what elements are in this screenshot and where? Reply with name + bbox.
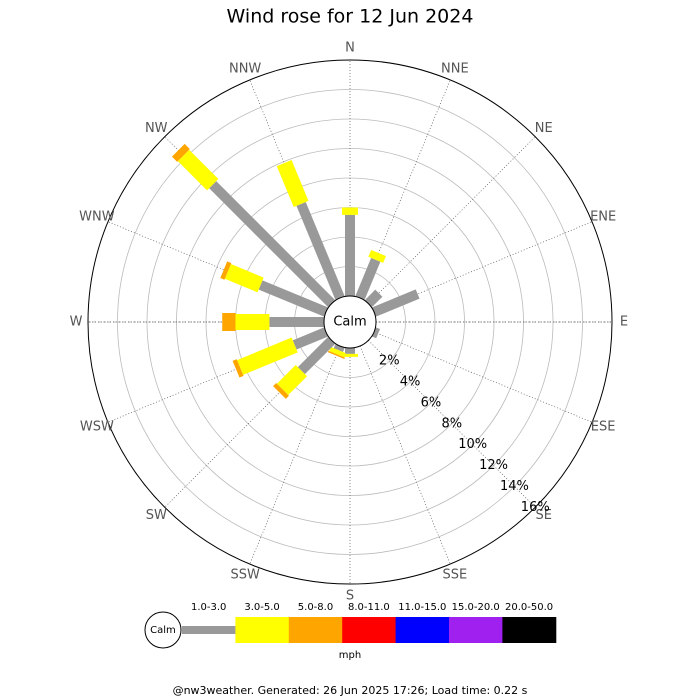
wind-segment — [372, 289, 420, 317]
ring-label: 6% — [421, 395, 442, 410]
direction-label: WNW — [79, 210, 115, 225]
wind-segment — [355, 257, 381, 300]
ring-label: 10% — [458, 437, 487, 452]
legend-swatch — [235, 617, 290, 643]
legend-calm — [144, 611, 182, 649]
wind-segment — [209, 181, 336, 308]
wind-segment — [296, 202, 345, 300]
direction-label: E — [620, 315, 628, 330]
direction-label: NNW — [229, 61, 261, 76]
wind-segment — [258, 280, 328, 317]
direction-label: SE — [536, 508, 552, 523]
wind-segment — [177, 149, 219, 191]
legend-label: 11.0-15.0 — [398, 602, 446, 613]
wind-segment — [333, 344, 345, 353]
wind-segment — [345, 348, 355, 354]
wind-segment — [237, 337, 298, 375]
footer: @nw3weather. Generated: 26 Jun 2025 17:2… — [173, 684, 528, 697]
legend-label: 5.0-8.0 — [298, 602, 333, 613]
legend-calm-label: Calm — [150, 625, 176, 636]
legend-swatch — [342, 617, 397, 643]
wind-segment — [345, 214, 355, 296]
wind-segment — [269, 317, 324, 327]
ring-label: 8% — [442, 416, 463, 431]
wind-segment — [171, 143, 190, 162]
legend-unit: mph — [339, 650, 361, 661]
direction-label: SSW — [230, 568, 260, 583]
ring-label: 12% — [479, 458, 508, 473]
legend-swatch — [449, 617, 503, 643]
grid-ring — [87, 59, 613, 585]
wind-segment — [224, 264, 264, 293]
direction-label: NE — [535, 121, 553, 136]
calm-label: Calm — [333, 315, 366, 330]
legend-swatch — [182, 626, 236, 634]
spoke — [368, 340, 536, 508]
wind-segment — [342, 207, 358, 215]
direction-label: SW — [146, 508, 167, 523]
wind-segment — [292, 327, 328, 350]
direction-label: S — [346, 589, 354, 604]
legend-swatch — [395, 617, 450, 643]
direction-label: SSE — [442, 568, 467, 583]
legend-label: 8.0-11.0 — [348, 602, 390, 613]
legend-swatch — [502, 617, 557, 643]
direction-label: ESE — [591, 419, 616, 434]
calm-circle — [323, 295, 377, 349]
wind-segment — [232, 359, 244, 378]
direction-label: NW — [145, 121, 168, 136]
direction-label: W — [70, 315, 83, 330]
direction-label: WSW — [80, 419, 114, 434]
ring-label: 16% — [521, 500, 550, 515]
spoke — [359, 345, 451, 565]
wind-segment — [368, 249, 386, 263]
spoke — [373, 331, 593, 423]
wind-segment — [329, 347, 346, 358]
chart-title: Wind rose for 12 Jun 2024 — [227, 6, 474, 28]
wind-segment — [342, 353, 358, 357]
legend-label: 20.0-50.0 — [505, 602, 553, 613]
direction-label: N — [345, 41, 355, 56]
wind-segment — [372, 327, 381, 339]
wind-segment — [364, 289, 383, 308]
wind-segment — [220, 261, 232, 280]
wind-segment — [276, 160, 309, 208]
ring-label: 2% — [379, 354, 400, 369]
wind-segment — [222, 313, 236, 331]
wind-segment — [327, 350, 345, 360]
wind-segment — [297, 336, 336, 375]
ring-label: 14% — [500, 479, 529, 494]
spoke — [368, 136, 536, 304]
wind-segment — [276, 364, 308, 396]
direction-label: ENE — [590, 210, 616, 225]
legend-swatch — [288, 617, 343, 643]
legend-label: 15.0-20.0 — [452, 602, 500, 613]
direction-label: NNE — [441, 61, 469, 76]
legend-label: 1.0-3.0 — [191, 602, 226, 613]
wind-segment — [235, 314, 270, 330]
wind-segment — [273, 383, 289, 399]
ring-label: 4% — [400, 375, 421, 390]
grid-ring — [117, 89, 583, 555]
spoke — [249, 345, 341, 565]
legend-label: 3.0-5.0 — [244, 602, 279, 613]
